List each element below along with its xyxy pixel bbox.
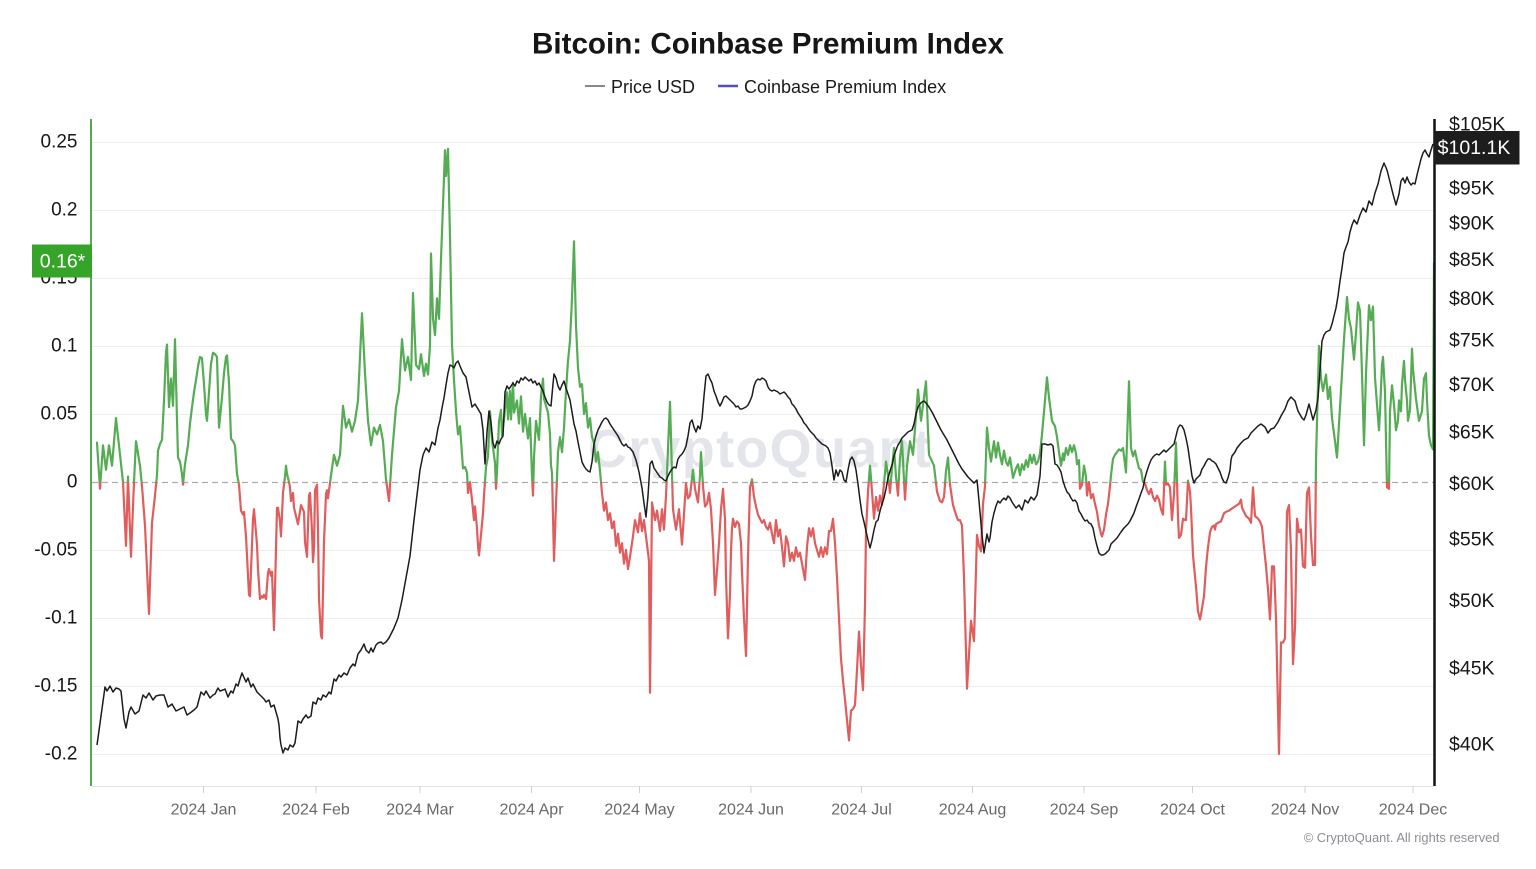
svg-text:$45K: $45K [1449, 658, 1495, 680]
svg-text:$55K: $55K [1449, 529, 1495, 551]
svg-text:$50K: $50K [1449, 590, 1495, 612]
svg-text:0.1: 0.1 [51, 336, 77, 357]
svg-text:-0.05: -0.05 [34, 540, 77, 561]
svg-text:$90K: $90K [1449, 212, 1495, 234]
svg-text:$75K: $75K [1449, 330, 1495, 352]
svg-text:2024 Aug: 2024 Aug [939, 802, 1007, 819]
svg-text:2024 May: 2024 May [604, 802, 674, 819]
svg-text:$85K: $85K [1449, 249, 1495, 271]
svg-text:2024 Jun: 2024 Jun [718, 802, 784, 819]
svg-text:2024 Dec: 2024 Dec [1379, 802, 1448, 819]
svg-text:$60K: $60K [1449, 473, 1495, 495]
svg-text:$105K: $105K [1449, 113, 1505, 135]
svg-text:2024 Apr: 2024 Apr [499, 802, 564, 819]
svg-text:0: 0 [67, 472, 78, 493]
svg-text:2024 Feb: 2024 Feb [282, 802, 350, 819]
svg-text:Price USD: Price USD [611, 77, 695, 97]
svg-text:© CryptoQuant. All rights rese: © CryptoQuant. All rights reserved [1304, 830, 1500, 845]
svg-text:$40K: $40K [1449, 733, 1495, 755]
svg-text:2024 Mar: 2024 Mar [386, 802, 454, 819]
svg-text:CryptoQuant: CryptoQuant [588, 419, 932, 479]
svg-text:$65K: $65K [1449, 421, 1495, 443]
svg-text:-0.2: -0.2 [45, 744, 78, 765]
svg-text:2024 Sep: 2024 Sep [1050, 802, 1119, 819]
svg-text:$70K: $70K [1449, 374, 1495, 396]
svg-text:Coinbase Premium Index: Coinbase Premium Index [744, 77, 946, 97]
svg-text:Bitcoin: Coinbase Premium Inde: Bitcoin: Coinbase Premium Index [532, 28, 1004, 61]
svg-text:0.16*: 0.16* [40, 251, 86, 273]
svg-text:$101.1K: $101.1K [1438, 137, 1511, 159]
svg-text:0.2: 0.2 [51, 200, 77, 221]
svg-text:2024 Jan: 2024 Jan [171, 802, 237, 819]
svg-text:0.25: 0.25 [41, 132, 78, 153]
svg-text:2024 Oct: 2024 Oct [1160, 802, 1225, 819]
svg-text:2024 Nov: 2024 Nov [1271, 802, 1340, 819]
svg-text:$95K: $95K [1449, 178, 1495, 200]
svg-text:-0.1: -0.1 [45, 608, 78, 629]
svg-text:$80K: $80K [1449, 288, 1495, 310]
svg-text:0.05: 0.05 [41, 404, 78, 425]
svg-text:2024 Jul: 2024 Jul [831, 802, 892, 819]
svg-text:-0.15: -0.15 [34, 676, 77, 697]
